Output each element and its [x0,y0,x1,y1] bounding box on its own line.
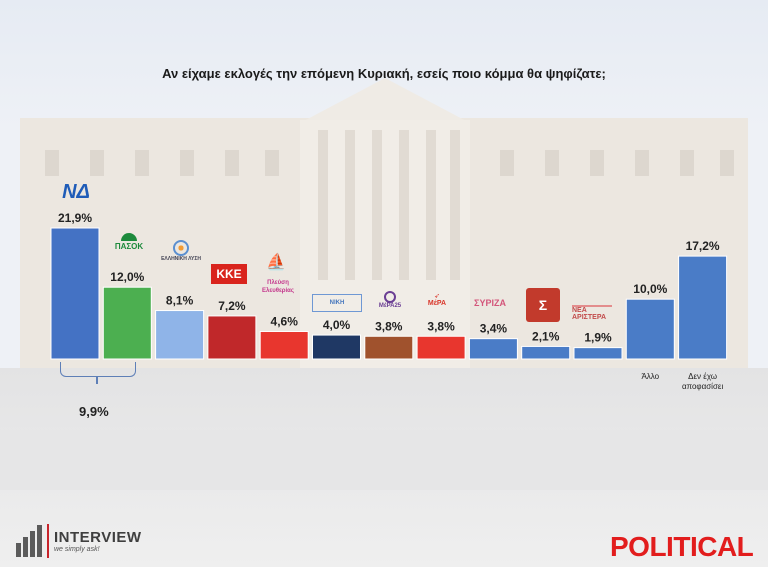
interview-name: INTERVIEW [54,528,142,546]
bar-value-label-5: 4,0% [323,318,351,332]
bar-value-label-7: 3,8% [427,319,455,333]
bar-9 [521,345,571,360]
plefsi-logo-text: Πλεύση Ελευθερίας [262,280,294,294]
political-logo: POLITICAL [610,531,754,562]
spartiates-logo-icon: Σ [526,288,560,322]
category-label-12-0: Δεν έχω [688,372,717,381]
bar-value-label-11: 10,0% [633,282,667,296]
bar-10 [573,347,623,360]
bar-3 [207,315,257,360]
bar-2 [155,310,205,360]
bar-11 [625,298,675,360]
category-label-11-0: Άλλο [641,372,659,381]
bar-value-label-10: 1,9% [584,331,612,345]
difference-brace [60,362,136,377]
pasok-logo-icon: ΠΑΣΟΚ [106,229,152,255]
bar-8 [468,338,518,360]
bar-5 [312,334,361,360]
difference-brace-stem [96,376,98,384]
syriza-logo-icon: ΣΥΡΙΖΑ [474,298,506,308]
bar-value-label-9: 2,1% [532,329,560,343]
nd-logo-icon: ΝΔ [62,180,90,203]
bar-value-label-12: 17,2% [686,239,720,253]
bar-value-label-3: 7,2% [218,299,246,313]
bar-7 [416,335,466,360]
elliniki-lysi-logo-icon: ΕΛΛΗΝΙΚΗ ΛΥΣΗ [158,236,204,266]
bar-value-label-6: 3,8% [375,319,403,333]
difference-label: 9,9% [79,404,109,419]
interview-tagline: we simply ask! [54,545,100,553]
bar-value-label-8: 3,4% [480,322,508,336]
plefsi-logo-icon: ⛵ [266,254,286,271]
bar-value-label-0: 21,9% [58,211,92,225]
kke-logo-icon: ΚΚΕ [211,264,247,284]
category-label-12-1: αποφασίσει [682,382,724,391]
bar-value-label-2: 8,1% [166,294,194,308]
interview-bars-icon [16,525,42,557]
mera25-logo-icon: ΜέΡΑ25 [371,288,409,312]
interview-logo: INTERVIEW we simply ask! [16,522,142,560]
bar-value-label-1: 12,0% [110,270,144,284]
bar-value-label-4: 4,6% [271,314,299,328]
bar-12 [678,255,728,360]
nea-aristera-logo-icon: ΝΕΑ ΑΡΙΣΤΕΡΑ [572,305,612,321]
mera-logo-icon: ➶ ΜέΡΑ [427,292,447,307]
bar-4 [259,330,309,360]
chart-title: Αν είχαμε εκλογές την επόμενη Κυριακή, ε… [162,66,606,81]
bar-0 [50,227,100,360]
bar-6 [364,335,414,360]
bar-1 [102,286,152,360]
niki-logo-icon: ΝΙΚΗ [312,294,362,312]
